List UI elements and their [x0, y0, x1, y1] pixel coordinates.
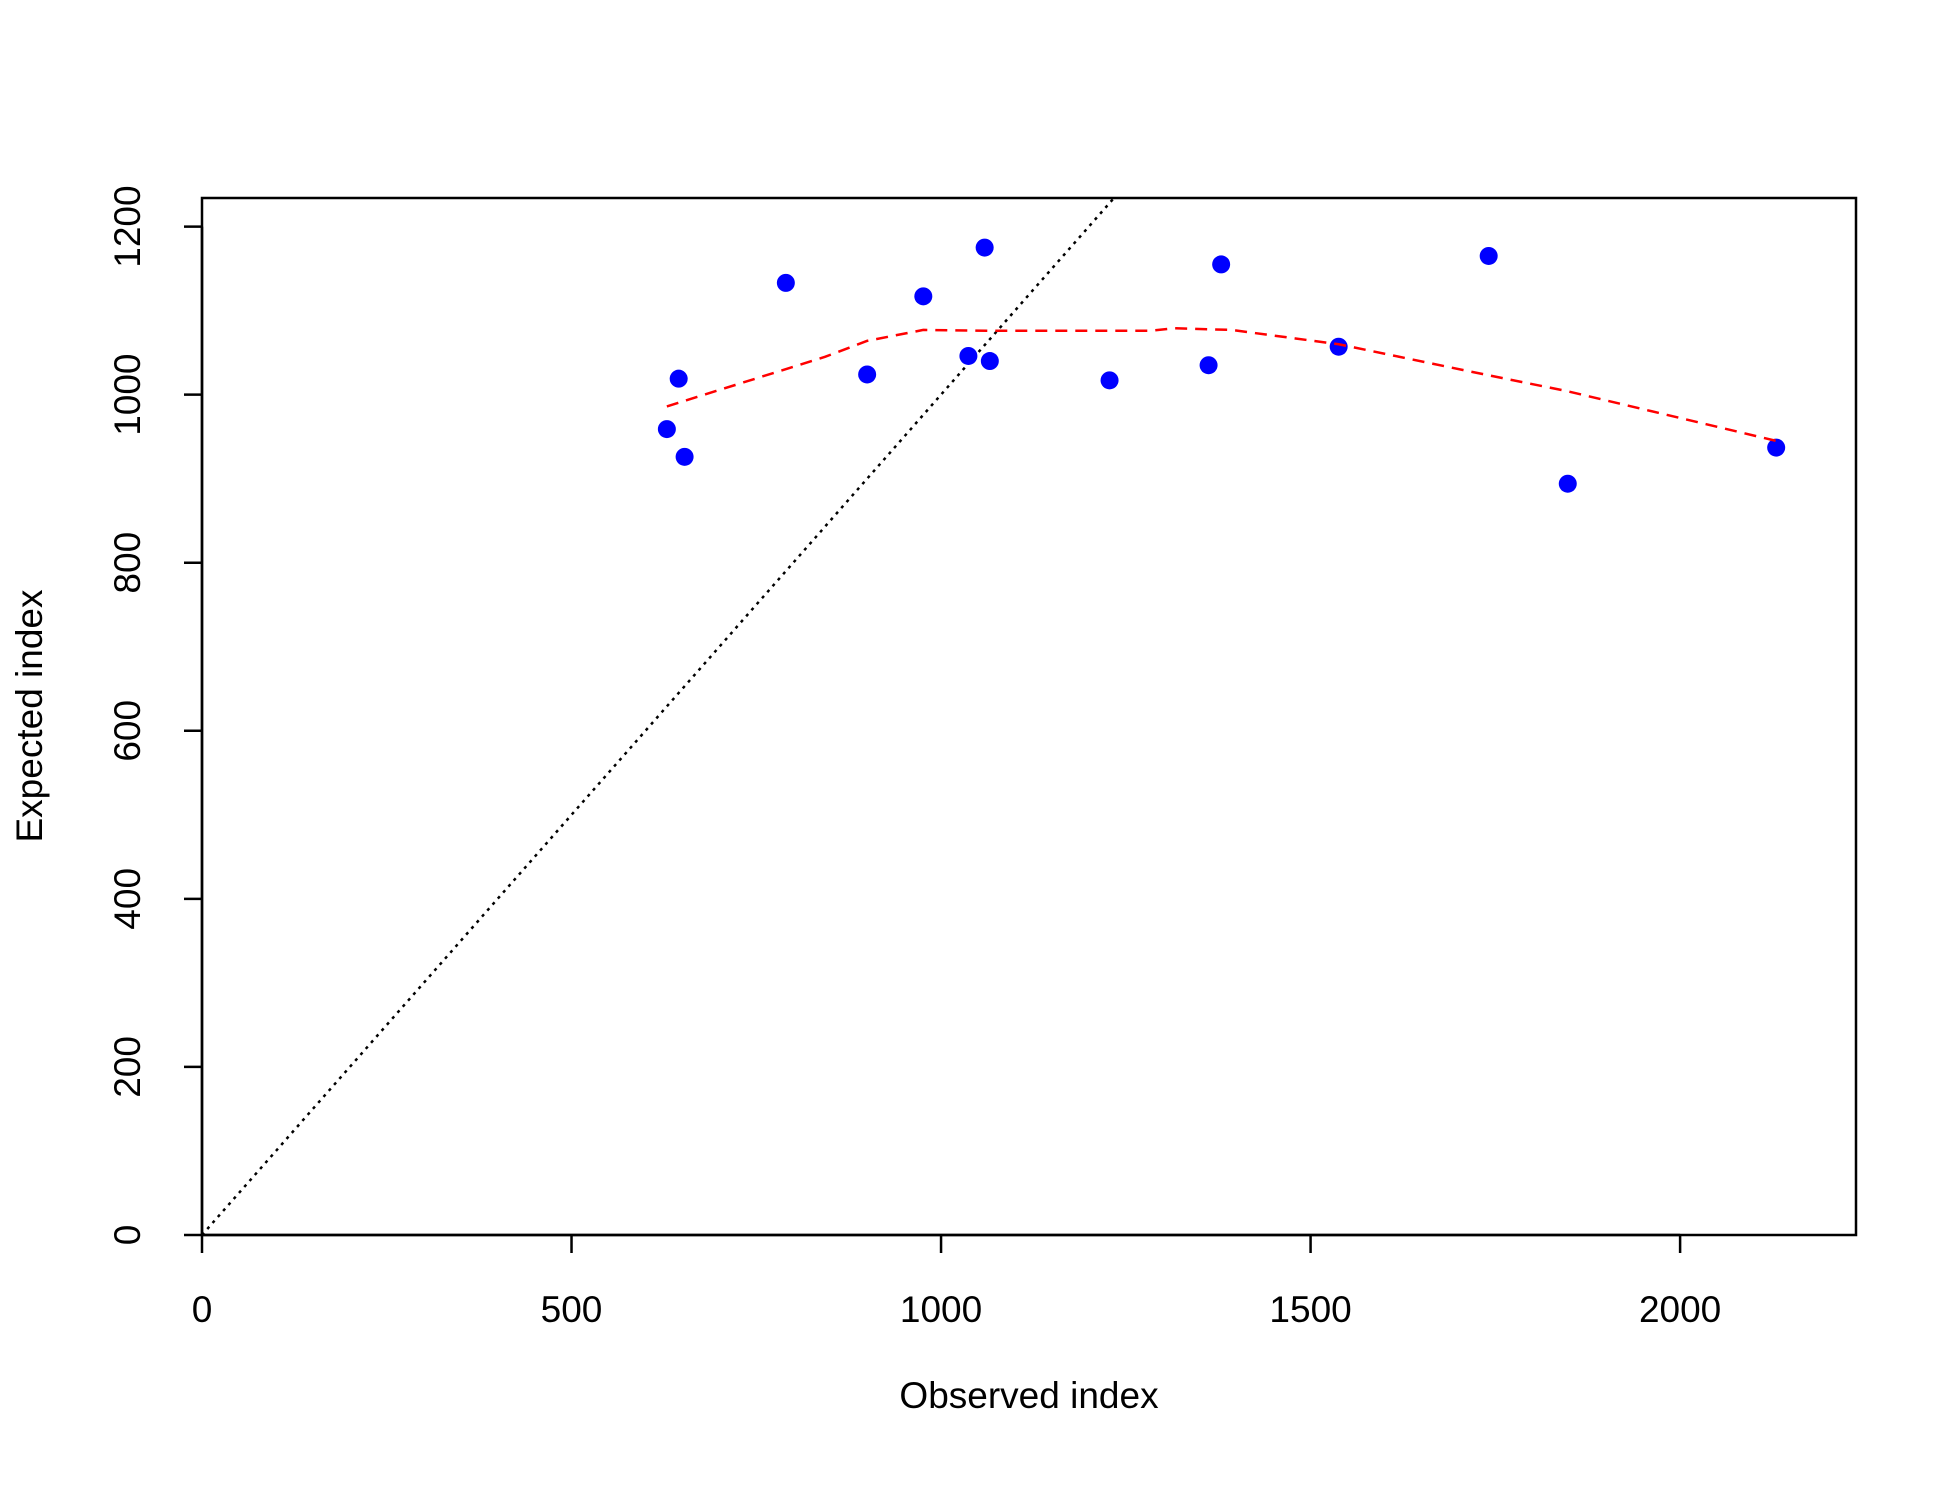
point	[657, 420, 676, 439]
point	[1767, 438, 1786, 457]
y-axis-label: Expected index	[9, 589, 50, 843]
plot-frame	[200, 196, 1858, 1237]
point	[1479, 246, 1498, 265]
point	[1100, 371, 1119, 390]
y-tick-label: 800	[107, 532, 148, 594]
y-tick-label: 600	[107, 700, 148, 762]
point	[675, 447, 694, 466]
y-tick-label: 400	[107, 868, 148, 930]
x-tick-label: 2000	[1639, 1289, 1721, 1330]
point	[959, 346, 978, 365]
y-tick-label: 200	[107, 1036, 148, 1098]
point	[669, 369, 688, 388]
point	[975, 238, 994, 257]
x-tick-label: 500	[541, 1289, 603, 1330]
point	[858, 365, 877, 384]
point	[1329, 337, 1348, 356]
point	[776, 273, 795, 292]
x-tick-label: 0	[192, 1289, 213, 1330]
y-tick-label: 1200	[107, 185, 148, 267]
smooth-line	[666, 327, 1777, 443]
y-tick-label: 1000	[107, 353, 148, 435]
point	[980, 352, 999, 371]
x-tick-label: 1500	[1269, 1289, 1351, 1330]
point	[914, 287, 933, 306]
plot-area	[202, 198, 1786, 1235]
y-tick-label: 0	[107, 1225, 148, 1246]
x-tick-label: 1000	[900, 1289, 982, 1330]
reference-line	[202, 198, 1116, 1235]
x-axis-label: Observed index	[899, 1375, 1159, 1416]
point	[1212, 255, 1231, 274]
point	[1199, 356, 1218, 375]
point	[1558, 474, 1577, 493]
